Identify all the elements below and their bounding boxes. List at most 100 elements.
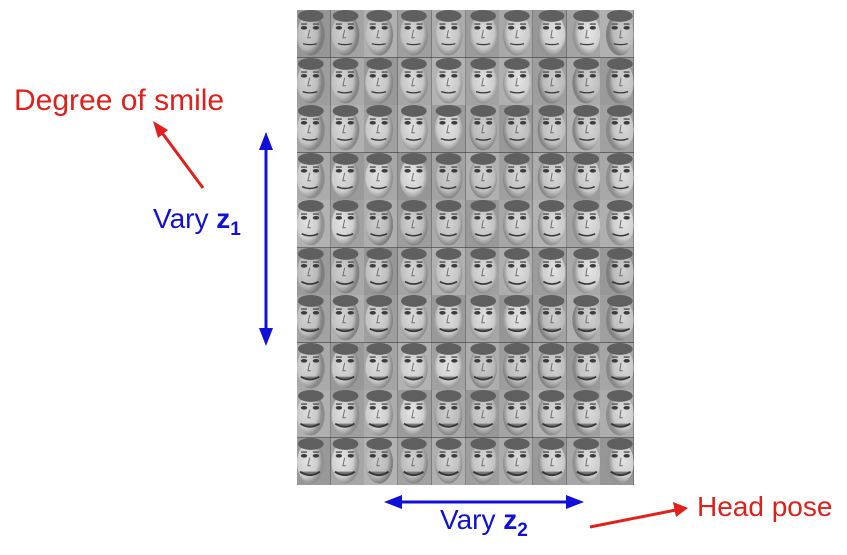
face-thumbnail xyxy=(566,57,601,105)
face-thumbnail xyxy=(398,10,432,58)
face-thumbnail xyxy=(330,247,365,295)
face-thumbnail xyxy=(431,57,466,105)
degree-of-smile-label: Degree of smile xyxy=(14,84,225,117)
face-thumbnail xyxy=(499,105,533,153)
face-thumbnail xyxy=(566,247,601,295)
face-thumbnail xyxy=(431,437,466,485)
face-thumbnail xyxy=(532,247,567,295)
face-thumbnail xyxy=(330,342,365,390)
face-grid xyxy=(297,10,634,485)
vary-z2-prefix: Vary xyxy=(440,504,504,535)
face-thumbnail xyxy=(297,247,331,295)
face-thumbnail xyxy=(330,152,365,200)
face-thumbnail xyxy=(566,10,601,58)
face-thumbnail xyxy=(600,10,634,58)
face-thumbnail xyxy=(330,295,365,343)
vary-z2-label: Vary z2 xyxy=(440,504,528,540)
face-thumbnail xyxy=(499,247,533,295)
vary-z2-sub: 2 xyxy=(517,519,528,541)
face-thumbnail xyxy=(330,200,365,248)
face-thumbnail xyxy=(566,200,601,248)
face-thumbnail xyxy=(465,10,500,58)
face-thumbnail xyxy=(297,390,331,438)
face-thumbnail xyxy=(532,200,567,248)
face-thumbnail xyxy=(431,247,466,295)
face-thumbnail xyxy=(398,200,432,248)
face-thumbnail xyxy=(398,152,432,200)
face-thumbnail xyxy=(330,390,365,438)
face-thumbnail xyxy=(330,105,365,153)
face-thumbnail xyxy=(364,295,399,343)
face-thumbnail xyxy=(600,342,634,390)
face-thumbnail xyxy=(465,152,500,200)
face-thumbnail xyxy=(398,57,432,105)
face-thumbnail xyxy=(600,152,634,200)
face-thumbnail xyxy=(364,437,399,485)
face-thumbnail xyxy=(465,295,500,343)
face-thumbnail xyxy=(297,105,331,153)
face-thumbnail xyxy=(600,200,634,248)
face-thumbnail xyxy=(398,390,432,438)
head-pose-pointer-arrow xyxy=(589,502,688,529)
face-thumbnail xyxy=(398,295,432,343)
face-thumbnail xyxy=(532,342,567,390)
face-thumbnail xyxy=(297,10,331,58)
face-thumbnail xyxy=(364,390,399,438)
face-thumbnail xyxy=(431,10,466,58)
face-thumbnail xyxy=(600,57,634,105)
face-thumbnail xyxy=(600,390,634,438)
face-thumbnail xyxy=(297,57,331,105)
face-thumbnail xyxy=(297,295,331,343)
face-thumbnail xyxy=(297,152,331,200)
face-thumbnail xyxy=(532,105,567,153)
face-thumbnail xyxy=(364,200,399,248)
face-thumbnail xyxy=(566,295,601,343)
face-thumbnail xyxy=(364,10,399,58)
face-thumbnail xyxy=(532,390,567,438)
vary-z1-var: z xyxy=(216,203,231,234)
face-thumbnail xyxy=(431,390,466,438)
vary-z1-sub: 1 xyxy=(230,218,241,240)
face-thumbnail xyxy=(465,437,500,485)
face-thumbnail xyxy=(499,437,533,485)
smile-pointer-arrow xyxy=(153,121,205,189)
face-thumbnail xyxy=(566,152,601,200)
face-thumbnail xyxy=(465,390,500,438)
face-thumbnail xyxy=(465,105,500,153)
face-thumbnail xyxy=(330,437,365,485)
face-thumbnail xyxy=(465,200,500,248)
face-thumbnail xyxy=(398,247,432,295)
face-thumbnail xyxy=(364,152,399,200)
face-thumbnail xyxy=(364,57,399,105)
face-thumbnail xyxy=(532,295,567,343)
face-thumbnail xyxy=(297,342,331,390)
face-thumbnail xyxy=(499,152,533,200)
face-thumbnail xyxy=(600,437,634,485)
face-thumbnail xyxy=(600,105,634,153)
face-thumbnail xyxy=(364,105,399,153)
face-thumbnail xyxy=(431,342,466,390)
face-thumbnail xyxy=(465,247,500,295)
face-thumbnail xyxy=(499,57,533,105)
face-thumbnail xyxy=(566,437,601,485)
face-thumbnail xyxy=(532,152,567,200)
face-thumbnail xyxy=(532,10,567,58)
face-thumbnail xyxy=(398,437,432,485)
vary-z1-arrow xyxy=(259,132,273,346)
face-thumbnail xyxy=(364,342,399,390)
face-thumbnail xyxy=(431,200,466,248)
face-thumbnail xyxy=(398,105,432,153)
face-thumbnail xyxy=(431,295,466,343)
vary-z2-var: z xyxy=(503,504,518,535)
face-thumbnail xyxy=(330,10,365,58)
face-thumbnail xyxy=(499,295,533,343)
face-thumbnail xyxy=(600,295,634,343)
face-thumbnail xyxy=(532,437,567,485)
vary-z1-prefix: Vary xyxy=(153,203,217,234)
face-thumbnail xyxy=(364,247,399,295)
vary-z1-label: Vary z1 xyxy=(153,203,241,239)
head-pose-label: Head pose xyxy=(697,491,833,522)
face-thumbnail xyxy=(566,342,601,390)
face-thumbnail xyxy=(499,390,533,438)
face-thumbnail xyxy=(431,105,466,153)
